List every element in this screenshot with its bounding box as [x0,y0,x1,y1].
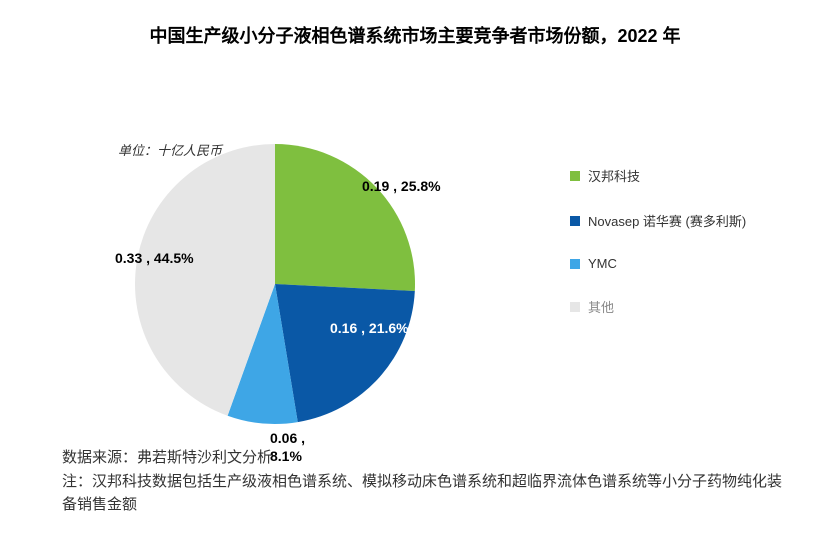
legend-swatch-icon [570,259,580,269]
slice-label: 0.16 , 21.6% [330,320,409,338]
pie-slice [275,284,415,422]
legend-swatch-icon [570,171,580,181]
legend-label: 汉邦科技 [588,166,640,185]
slice-label: 0.33 , 44.5% [115,250,194,268]
legend-item: 其他 [570,297,746,316]
footer-note: 注：汉邦科技数据包括生产级液相色谱系统、模拟移动床色谱系统和超临界流体色谱系统等… [62,470,782,517]
footer-notes: 数据来源：弗若斯特沙利文分析 注：汉邦科技数据包括生产级液相色谱系统、模拟移动床… [62,446,782,516]
legend-label: 其他 [588,297,614,316]
legend-label: Novasep 诺华赛 (赛多利斯) [588,211,746,230]
legend-item: 汉邦科技 [570,166,746,185]
pie-slice [275,144,415,291]
legend: 汉邦科技 Novasep 诺华赛 (赛多利斯) YMC 其他 [570,166,746,342]
legend-swatch-icon [570,216,580,226]
slice-label: 0.19 , 25.8% [362,178,441,196]
legend-item: Novasep 诺华赛 (赛多利斯) [570,211,746,230]
footer-source: 数据来源：弗若斯特沙利文分析 [62,446,782,469]
legend-item: YMC [570,256,746,271]
legend-label: YMC [588,256,617,271]
legend-swatch-icon [570,302,580,312]
